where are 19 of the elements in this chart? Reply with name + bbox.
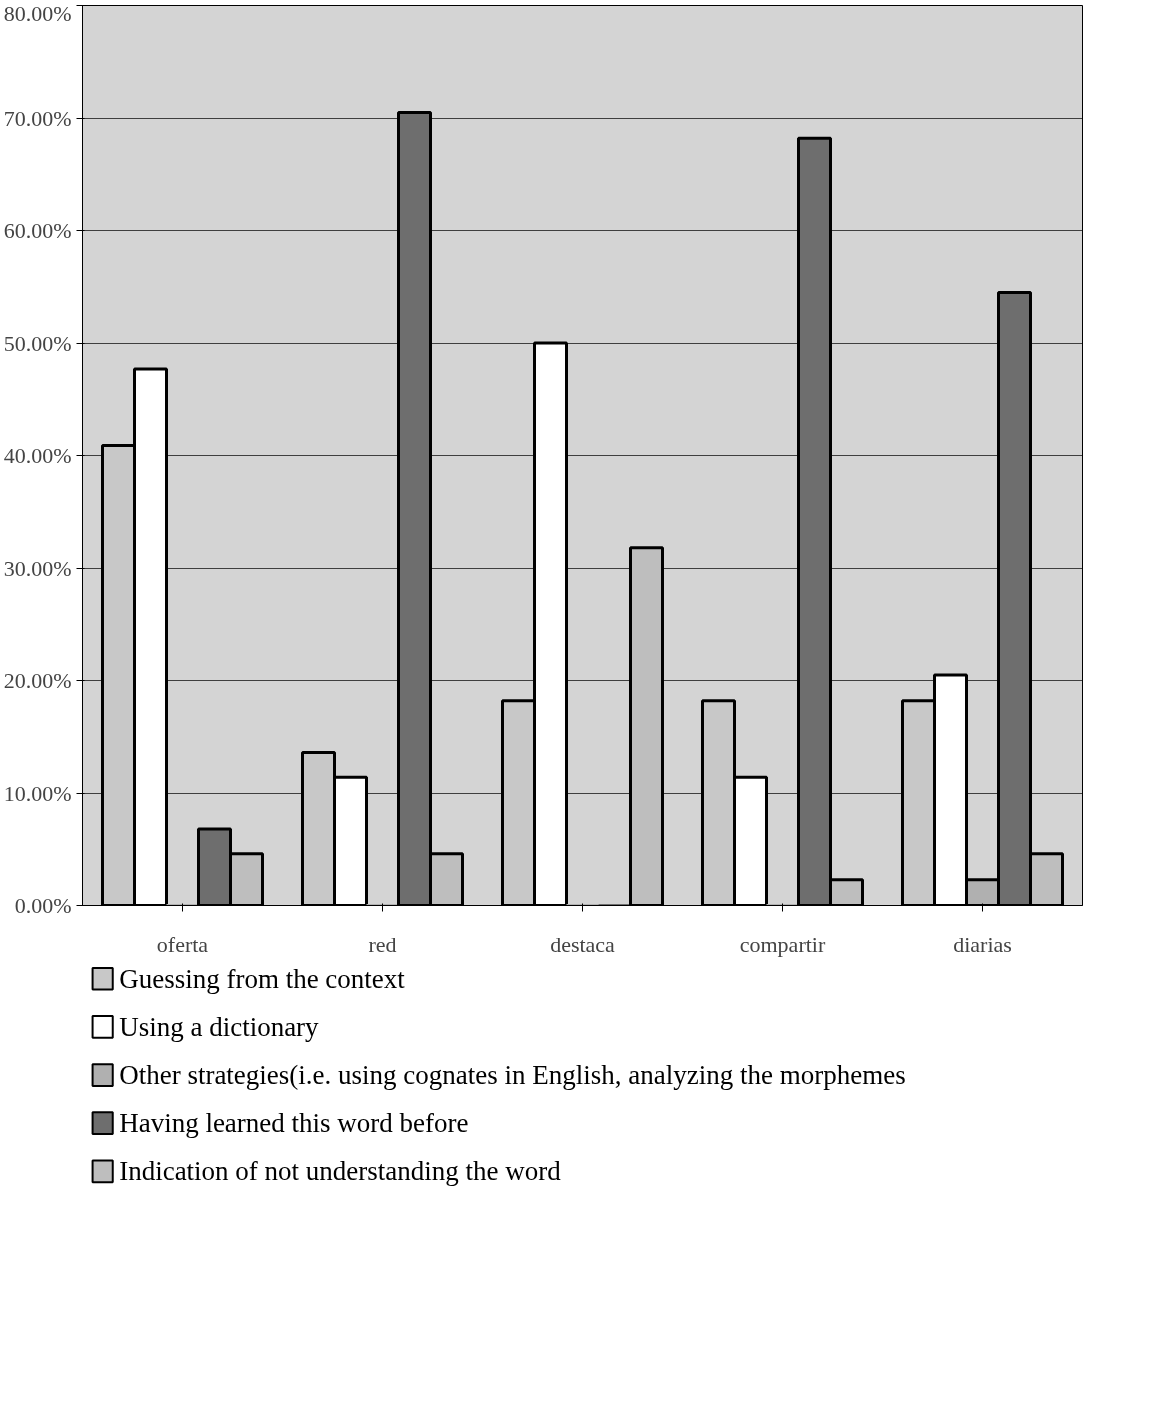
y-tick-label: 50.00% [3, 330, 72, 356]
x-tick-label: destaca [550, 931, 616, 957]
y-tick-label: 80.00% [3, 0, 72, 26]
x-tick-label: diarias [953, 931, 1012, 957]
y-tick-label: 0.00% [14, 893, 72, 918]
x-tick-label: compartir [739, 931, 826, 957]
legend-label: Indication of not understanding the word [119, 1156, 562, 1187]
y-tick-label: 40.00% [3, 443, 72, 468]
y-tick-label: 30.00% [3, 555, 72, 581]
x-tick-label: red [368, 931, 397, 957]
x-tick-label: oferta [156, 931, 209, 957]
y-tick-label: 20.00% [3, 668, 72, 693]
legend-label: Guessing from the context [119, 963, 406, 994]
y-tick-label: 60.00% [3, 218, 72, 243]
legend-label: Using a dictionary [119, 1011, 320, 1042]
y-tick-label: 10.00% [3, 780, 72, 806]
y-tick-label: 70.00% [3, 105, 72, 131]
legend-label: Other strategies(i.e. using cognates in English, analyzing the morphemes [119, 1060, 906, 1091]
legend-label: Having learned this word before [119, 1108, 469, 1139]
